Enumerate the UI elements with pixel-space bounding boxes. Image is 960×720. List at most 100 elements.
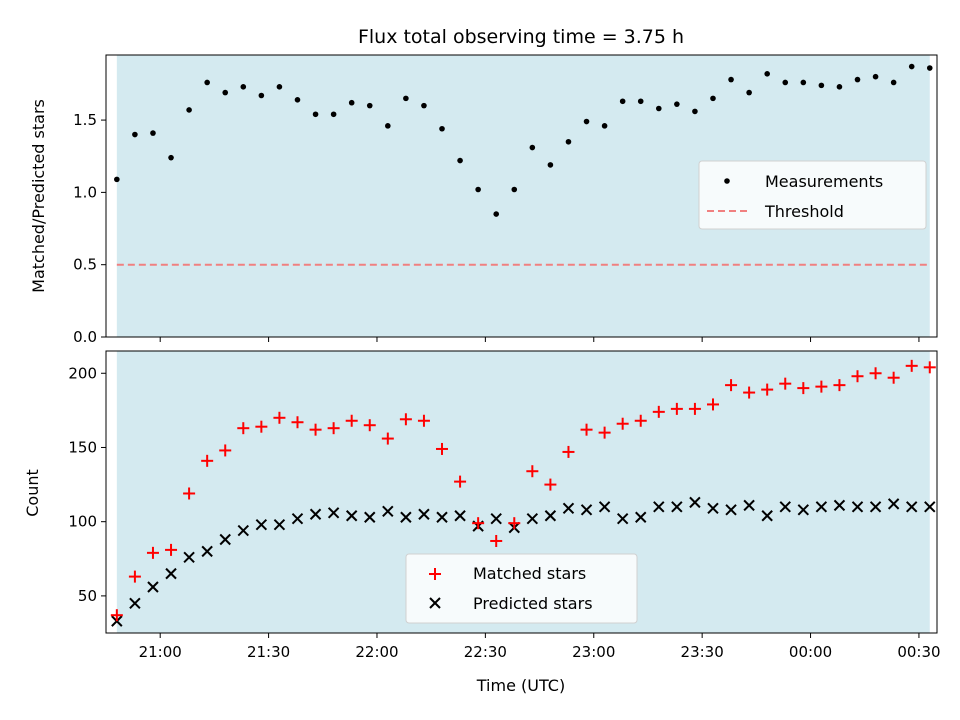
- measurement-point: [637, 98, 644, 105]
- measurement-point: [186, 107, 192, 113]
- predicted-point-stroke: [743, 499, 755, 512]
- legend-measurements-label: Measurements: [765, 172, 883, 191]
- measurement-point: [836, 84, 843, 90]
- measurement-point: [872, 73, 879, 80]
- measurement-point: [782, 79, 789, 86]
- predicted-point-stroke: [418, 508, 430, 520]
- matched-point: [165, 543, 178, 556]
- predicted-point-stroke: [906, 501, 918, 513]
- x-tick-label: 21:30: [247, 643, 290, 661]
- top-legend: Measurements Threshold: [698, 160, 927, 230]
- matched-point: [183, 487, 196, 500]
- matched-point: [291, 416, 304, 429]
- legend-predicted-label: Predicted stars: [473, 594, 593, 613]
- predicted-point-stroke: [580, 504, 593, 516]
- measurement-point: [511, 186, 518, 193]
- measurement-point: [565, 138, 572, 145]
- top-plot-frame: [105, 54, 938, 338]
- matched-point: [472, 517, 485, 530]
- predicted-point-stroke: [255, 518, 268, 531]
- x-axis-label: Time (UTC): [476, 676, 565, 695]
- x-tick-label: 21:00: [139, 643, 182, 661]
- predicted-point-stroke: [273, 518, 286, 531]
- predicted-point-stroke: [237, 524, 250, 537]
- top-x-ticks: [159, 337, 920, 342]
- top-y-tick-label: 0.0: [73, 328, 97, 346]
- predicted-point-stroke: [779, 501, 791, 513]
- predicted-point-stroke: [653, 501, 665, 513]
- predicted-point-stroke: [869, 501, 882, 513]
- matched-point: [508, 517, 521, 530]
- predicted-point: [327, 507, 340, 519]
- measurement-point: [366, 102, 373, 109]
- bottom-y-axis-label: Count: [23, 469, 42, 517]
- matched-point: [634, 414, 647, 427]
- matched-point: [815, 380, 828, 393]
- measurement-point: [926, 65, 933, 71]
- matched-point: [706, 398, 719, 411]
- matched-point: [526, 465, 539, 478]
- predicted-point: [598, 501, 611, 513]
- predicted-point: [382, 505, 394, 518]
- bottom-legend-box: [405, 553, 638, 624]
- bottom-panel: 50 100 150 200 21:00 21:30 22:00 22:30 23:00 23:…: [23, 350, 941, 695]
- predicted-point-stroke: [707, 502, 719, 515]
- measurement-point: [204, 79, 210, 86]
- matched-point: [327, 422, 340, 435]
- measurement-point: [457, 157, 463, 164]
- predicted-point: [364, 511, 376, 523]
- measurement-point: [710, 95, 716, 102]
- bottom-y-tick-label: 200: [68, 364, 97, 382]
- matched-point: [652, 405, 665, 418]
- predicted-point: [183, 551, 195, 564]
- x-tick-label: 22:30: [464, 643, 507, 661]
- predicted-point-stroke: [887, 498, 900, 510]
- matched-point: [580, 423, 593, 436]
- measurement-point: [421, 102, 427, 109]
- predicted-point-stroke: [689, 496, 701, 509]
- measurement-point: [330, 111, 337, 118]
- predicted-point: [707, 502, 719, 515]
- predicted-point: [255, 518, 268, 531]
- predicted-point-stroke: [924, 501, 936, 513]
- predicted-point-stroke: [490, 513, 502, 525]
- legend-threshold-label: Threshold: [764, 202, 844, 221]
- predicted-point: [562, 502, 575, 515]
- predicted-point-stroke: [309, 508, 322, 520]
- measurements-series: [114, 63, 933, 217]
- predicted-point: [616, 513, 629, 525]
- measurement-point: [547, 162, 554, 168]
- x-tick-label: 23:30: [681, 643, 724, 661]
- measurement-point: [854, 76, 861, 83]
- measurement-point: [475, 186, 481, 193]
- measurement-point: [312, 111, 319, 118]
- predicted-point-stroke: [129, 597, 141, 610]
- predicted-point: [815, 501, 828, 513]
- matched-point: [201, 454, 214, 467]
- predicted-point: [544, 510, 557, 522]
- predicted-point-stroke: [616, 513, 629, 525]
- matched-point: [616, 417, 629, 430]
- predicted-point: [725, 504, 737, 516]
- predicted-point: [345, 510, 358, 522]
- matched-point: [670, 402, 683, 415]
- predicted-point: [887, 498, 900, 510]
- top-y-ticks: 0.0 0.5 1.0 1.5: [73, 111, 106, 346]
- matched-point: [363, 419, 376, 432]
- predicted-point: [436, 511, 448, 523]
- top-y-tick-label: 1.5: [73, 111, 97, 129]
- matched-point: [381, 432, 394, 445]
- matched-point: [725, 379, 738, 392]
- predicted-point-stroke: [165, 567, 177, 580]
- matched-point: [219, 444, 232, 457]
- measurement-point: [619, 98, 626, 105]
- measurement-point: [385, 123, 391, 129]
- matched-point: [309, 423, 322, 436]
- predicted-point-stroke: [201, 545, 213, 558]
- matched-point: [598, 426, 611, 439]
- measurement-point: [493, 211, 500, 217]
- measurement-point: [655, 105, 662, 112]
- matched-point: [454, 475, 467, 488]
- x-tick-label: 23:00: [572, 643, 615, 661]
